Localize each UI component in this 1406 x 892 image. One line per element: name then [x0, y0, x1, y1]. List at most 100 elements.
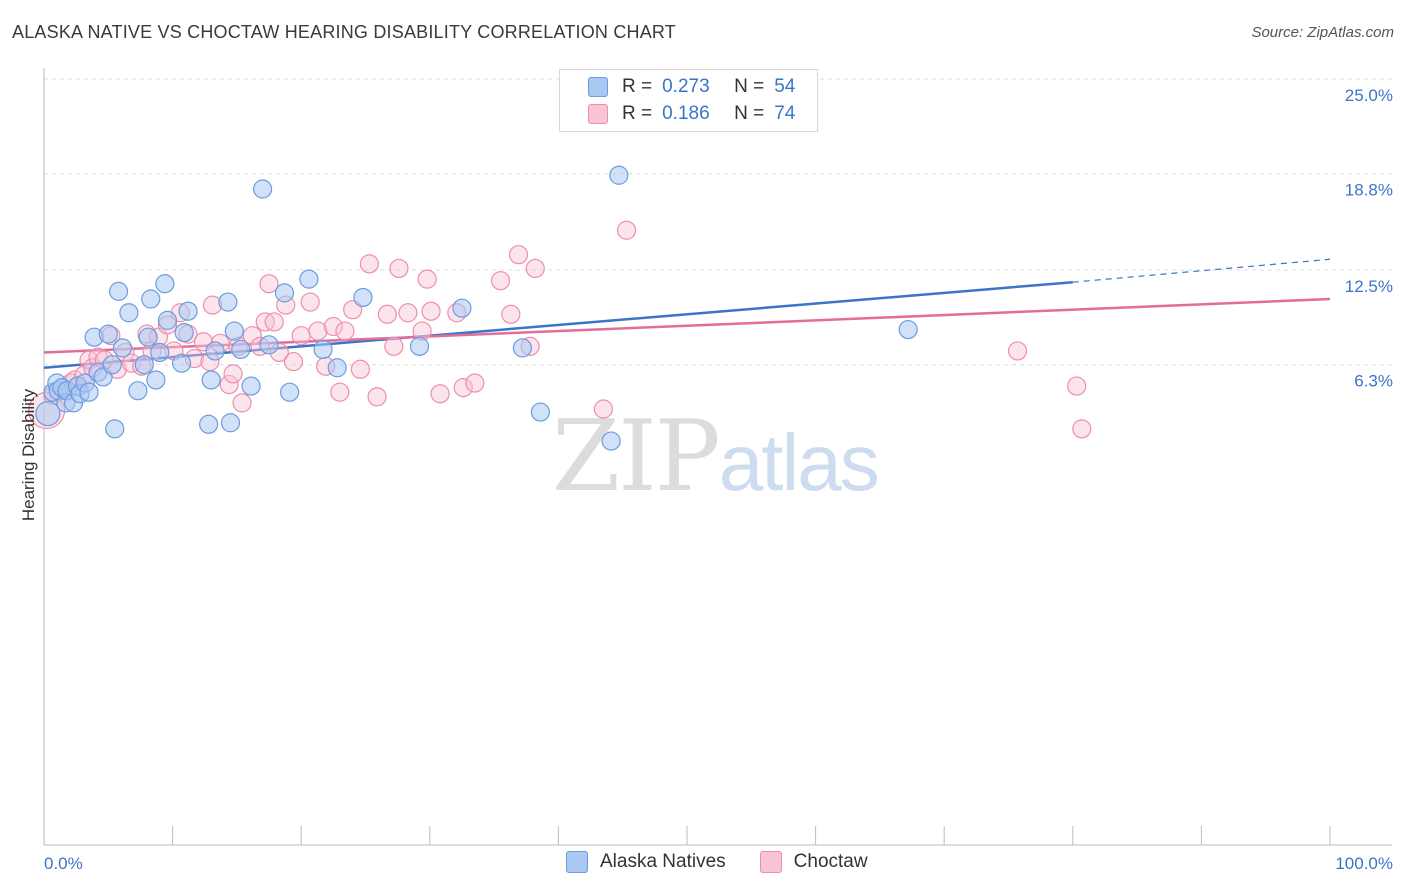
alaska-point	[178, 301, 198, 321]
choctaw-point	[1072, 419, 1092, 439]
y-tick-label: 6.3%	[1354, 372, 1393, 391]
alaska-point	[218, 292, 238, 312]
alaska-point	[119, 303, 139, 323]
alaska-point	[98, 324, 118, 344]
choctaw-point	[323, 316, 343, 337]
legend-r-label: R =	[622, 76, 653, 97]
watermark: ZIPatlas	[552, 400, 880, 514]
series-legend: Alaska Natives Choctaw	[566, 851, 902, 873]
axes	[43, 68, 1392, 846]
choctaw-point	[398, 303, 418, 323]
legend-n-value-alaska: 54	[774, 76, 796, 97]
choctaw-point	[359, 254, 379, 274]
choctaw-point	[283, 352, 304, 372]
legend-n-value-choctaw: 74	[774, 103, 796, 124]
choctaw-point	[350, 359, 370, 379]
x-tick-labels: 0.0% 100.0%	[44, 854, 1393, 873]
choctaw-point	[421, 301, 441, 321]
alaska-point	[102, 355, 122, 375]
alaska-point	[138, 327, 158, 347]
choctaw-point	[501, 304, 521, 324]
alaska-point	[512, 338, 532, 358]
choctaw-point	[525, 258, 545, 279]
legend-r-value-choctaw: 0.186	[662, 103, 710, 124]
choctaw-point	[264, 312, 284, 332]
alaska-point	[199, 414, 219, 434]
choctaw-point	[490, 271, 511, 291]
x-tick-label: 0.0%	[44, 854, 83, 873]
y-tick-label: 12.5%	[1345, 277, 1393, 296]
choctaw-point	[384, 336, 404, 356]
alaska-point	[299, 269, 319, 289]
alaska-point	[898, 319, 918, 340]
choctaw-point	[1007, 341, 1028, 361]
watermark-zip: ZIP	[552, 400, 721, 514]
alaska-point	[274, 283, 295, 303]
alaska-point	[105, 419, 125, 439]
legend-r-label: R =	[622, 103, 653, 124]
source-label: Source: ZipAtlas.com	[1251, 24, 1394, 41]
legend-n-label: N =	[734, 76, 765, 97]
alaska-point	[201, 370, 221, 390]
chart-title: ALASKA NATIVE VS CHOCTAW HEARING DISABIL…	[12, 22, 676, 42]
alaska-point	[601, 431, 621, 451]
choctaw-point	[232, 393, 252, 413]
alaska-point	[353, 287, 373, 308]
choctaw-point	[308, 321, 328, 341]
alaska-point	[409, 336, 430, 356]
choctaw-swatch	[759, 851, 782, 873]
choctaw-point	[291, 326, 311, 346]
choctaw-point	[259, 274, 279, 294]
alaska-point	[241, 376, 261, 396]
alaska-point	[205, 341, 225, 361]
choctaw-point	[377, 304, 397, 324]
alaska-point	[327, 358, 347, 378]
legend-row-alaska: R = 0.273 N = 54	[588, 75, 795, 99]
alaska-point	[259, 335, 279, 355]
alaska-point	[79, 382, 99, 402]
alaska-point	[141, 289, 161, 309]
alaska-point	[146, 370, 166, 390]
legend-item-alaska: Alaska Natives	[566, 851, 726, 873]
choctaw-point	[343, 300, 363, 320]
alaska-point	[134, 355, 154, 375]
legend-row-choctaw: R = 0.186 N = 74	[588, 102, 795, 126]
legend-item-choctaw: Choctaw	[759, 851, 868, 873]
correlation-legend: R = 0.273 N = 54 R = 0.186 N = 74	[559, 69, 818, 132]
choctaw-point	[465, 373, 485, 393]
legend-r-value-alaska: 0.273	[662, 76, 710, 97]
choctaw-point	[417, 269, 437, 289]
legend-label-choctaw: Choctaw	[793, 851, 868, 872]
alaska-point	[231, 339, 251, 360]
choctaw-point	[430, 384, 450, 404]
y-tick-label: 25.0%	[1345, 86, 1393, 105]
alaska-point	[253, 179, 273, 199]
alaska-trendline-extension	[1072, 258, 1331, 283]
choctaw-trendline	[43, 297, 1331, 354]
alaska-points	[35, 165, 918, 451]
y-tick-labels: 6.3% 12.5% 18.8% 25.0%	[1345, 86, 1393, 391]
alaska-point	[128, 381, 148, 401]
choctaw-point	[616, 220, 637, 240]
choctaw-point	[300, 292, 320, 312]
choctaw-point	[242, 326, 262, 346]
alaska-point	[174, 323, 194, 343]
alaska-swatch	[588, 77, 608, 97]
watermark-atlas: atlas	[718, 418, 880, 507]
choctaw-point	[593, 399, 614, 419]
alaska-point	[530, 402, 550, 422]
alaska-point	[108, 281, 129, 301]
alaska-point	[609, 165, 629, 185]
alaska-point	[35, 400, 61, 427]
x-tick-label: 100.0%	[1335, 854, 1393, 873]
choctaw-point	[1067, 376, 1087, 396]
choctaw-point	[335, 321, 355, 341]
alaska-point	[313, 339, 333, 360]
y-axis-label: Hearing Disability	[19, 388, 38, 521]
alaska-swatch	[566, 851, 588, 873]
alaska-point	[157, 310, 178, 330]
choctaw-point	[453, 378, 473, 398]
alaska-point	[220, 413, 241, 433]
alaska-point	[280, 382, 300, 402]
